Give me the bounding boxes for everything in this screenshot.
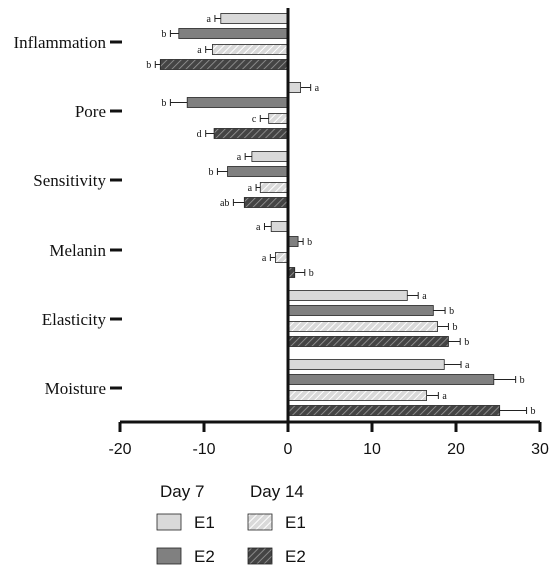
y-tick-label-pore: Pore [75,102,106,121]
significance-label: b [449,306,454,317]
x-tick-label: -20 [108,441,131,458]
legend-label-day14-e1: E1 [285,513,306,532]
legend-swatch-day7-e2 [156,547,182,565]
bar-moisture-1 [287,374,495,385]
significance-label: a [422,291,427,302]
x-tick-label: 30 [531,441,549,458]
y-tick-label-moisture: Moisture [45,379,106,398]
legend-swatch-day14-e1 [247,513,273,531]
significance-label: a [262,253,267,264]
significance-label: b [309,268,314,279]
x-tick-label: 0 [284,441,293,458]
significance-label: b [161,29,166,40]
legend: Day 7 Day 14 E1 E1 E2 E2 [156,482,306,566]
significance-label: a [315,83,320,94]
bar-melanin-1 [287,236,299,247]
significance-label: b [531,406,536,417]
significance-label: b [161,98,166,109]
legend-header-day7: Day 7 [160,482,204,501]
significance-label: b [307,237,312,248]
bar-inflammation-1 [178,28,289,39]
x-tick-label: 10 [363,441,381,458]
x-tick-label: -10 [192,441,215,458]
bar-pore-3 [213,128,289,139]
bar-melanin-2 [274,252,289,263]
significance-label: b [464,337,469,348]
bar-pore-1 [186,97,289,108]
bar-elasticity-2 [287,321,438,332]
significance-label: b [452,322,457,333]
y-tick-label-sensitivity: Sensitivity [33,171,106,190]
significance-label: b [146,60,151,71]
legend-label-day7-e2: E2 [194,547,215,566]
bar-inflammation-0 [220,13,289,24]
bar-moisture-3 [287,405,501,416]
significance-label: b [208,167,213,178]
significance-label: a [248,183,253,194]
significance-label: a [206,14,211,25]
bar-elasticity-3 [287,336,449,347]
legend-swatch-day14-e2 [247,547,273,565]
bar-pore-0 [287,82,302,93]
significance-label: a [256,222,261,233]
bar-pore-2 [268,113,289,124]
bar-sensitivity-3 [243,197,289,208]
legend-header-day14: Day 14 [250,482,304,501]
y-tick-label-elasticity: Elasticity [42,310,107,329]
significance-label: ab [220,198,229,209]
bar-moisture-2 [287,390,428,401]
bar-sensitivity-0 [251,151,289,162]
legend-label-day7-e1: E1 [194,513,215,532]
x-tick-label: 20 [447,441,465,458]
bar-melanin-0 [270,221,289,232]
significance-label: d [197,129,202,140]
y-tick-label-melanin: Melanin [49,241,106,260]
bar-elasticity-1 [287,305,434,316]
bar-inflammation-3 [159,59,289,70]
bar-inflammation-2 [211,44,289,55]
legend-swatch-day7-e1 [156,513,182,531]
significance-label: a [197,45,202,56]
y-tick-label-inflammation: Inflammation [13,33,106,52]
significance-label: b [520,375,525,386]
bar-sensitivity-1 [227,166,289,177]
bar-moisture-0 [287,359,445,370]
significance-label: a [442,391,447,402]
bar-sensitivity-2 [259,182,289,193]
significance-label: a [237,152,242,163]
legend-label-day14-e2: E2 [285,547,306,566]
significance-label: c [252,114,257,125]
significance-label: a [465,360,470,371]
plot-area: aaaaaabbbbbbacaababdabbbbInflammationPor… [13,8,549,458]
bar-elasticity-0 [287,290,408,301]
